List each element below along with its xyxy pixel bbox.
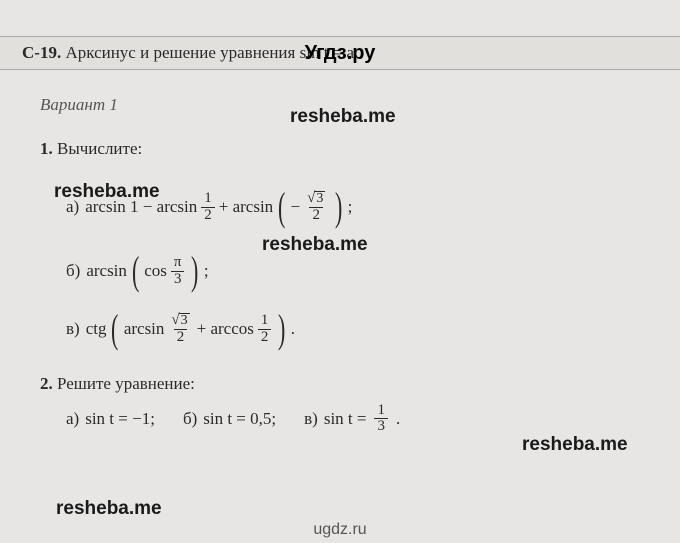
frac-n: √3 <box>168 313 192 329</box>
frac-n: 1 <box>374 403 388 419</box>
task1-v-arcsin: arcsin <box>124 316 165 342</box>
paren-r: ) <box>335 187 342 227</box>
header-badge: С-19. <box>22 43 61 62</box>
task1-v-dot: . <box>291 316 295 342</box>
task1-v-text: ctg <box>86 316 107 342</box>
task2-b-label: б) <box>183 406 197 432</box>
task1-b-text: arcsin <box>86 258 127 284</box>
task2-num: 2. <box>40 374 53 393</box>
frac-n: √3 <box>304 191 328 207</box>
paren-r: ) <box>278 309 285 349</box>
overlay-watermark: resheba.me <box>290 106 396 128</box>
frac-d: 2 <box>201 207 215 224</box>
task2-v-dot: . <box>396 406 400 432</box>
task1-a-plus: + arcsin <box>219 194 273 220</box>
task1-v-arccos: + arccos <box>197 316 254 342</box>
task2-v: в) sin t = 1 3 . <box>304 403 400 436</box>
task1-v-expr: ctg ( arcsin √3 2 + arccos 1 2 ) . <box>86 309 295 349</box>
task1-num: 1. <box>40 139 53 158</box>
paren-l: ( <box>278 187 285 227</box>
task1-v: в) ctg ( arcsin √3 2 + arccos 1 2 ) . <box>66 309 644 349</box>
frac-d: 2 <box>309 207 323 224</box>
top-watermark: Угдз.ру <box>305 42 376 65</box>
paren-r: ) <box>191 251 198 291</box>
task2-v-label: в) <box>304 406 318 432</box>
overlay-watermark: resheba.me <box>522 434 628 456</box>
paren-l: ( <box>111 309 118 349</box>
minus: − <box>291 194 301 220</box>
task-2: 2. Решите уравнение: <box>40 371 644 397</box>
overlay-watermark: resheba.me <box>262 234 368 256</box>
overlay-watermark: resheba.me <box>54 181 160 203</box>
task2-a: а) sin t = −1; <box>66 406 155 432</box>
frac-1-3: 1 3 <box>374 403 388 436</box>
task1-b-cos: cos <box>144 258 167 284</box>
frac-pi-3: π 3 <box>171 255 185 288</box>
task1-b-expr: arcsin ( cos π 3 ) ; <box>86 251 208 291</box>
frac-1-2-a: 1 2 <box>201 191 215 224</box>
task1-b: б) arcsin ( cos π 3 ) ; <box>66 251 644 291</box>
frac-d: 3 <box>374 418 388 435</box>
task2-b: б) sin t = 0,5; <box>183 406 276 432</box>
task2-row: а) sin t = −1; б) sin t = 0,5; в) sin t … <box>66 403 644 436</box>
frac-d: 2 <box>174 329 188 346</box>
frac-d: 3 <box>171 271 185 288</box>
frac-r3-2-a: √3 2 <box>304 191 328 224</box>
bottom-watermark: ugdz.ru <box>313 521 366 539</box>
task-1: 1. Вычислите: <box>40 136 644 162</box>
task2-b-expr: sin t = 0,5; <box>203 406 276 432</box>
frac-n: 1 <box>258 313 272 329</box>
task1-title: Вычислите: <box>57 139 142 158</box>
task2-v-sin: sin t = <box>324 406 367 432</box>
task2-a-label: а) <box>66 406 79 432</box>
task1-v-label: в) <box>66 316 80 342</box>
task1-b-semi: ; <box>204 258 209 284</box>
task2-title: Решите уравнение: <box>57 374 195 393</box>
overlay-watermark: resheba.me <box>56 498 162 520</box>
paren-l: ( <box>132 251 139 291</box>
frac-n: π <box>171 255 185 271</box>
task2-a-expr: sin t = −1; <box>85 406 155 432</box>
task1-a-semi: ; <box>348 194 353 220</box>
frac-d: 2 <box>258 329 272 346</box>
frac-1-2-v: 1 2 <box>258 313 272 346</box>
frac-r3-2-v: √3 2 <box>168 313 192 346</box>
frac-n: 1 <box>201 191 215 207</box>
task1-b-label: б) <box>66 258 80 284</box>
